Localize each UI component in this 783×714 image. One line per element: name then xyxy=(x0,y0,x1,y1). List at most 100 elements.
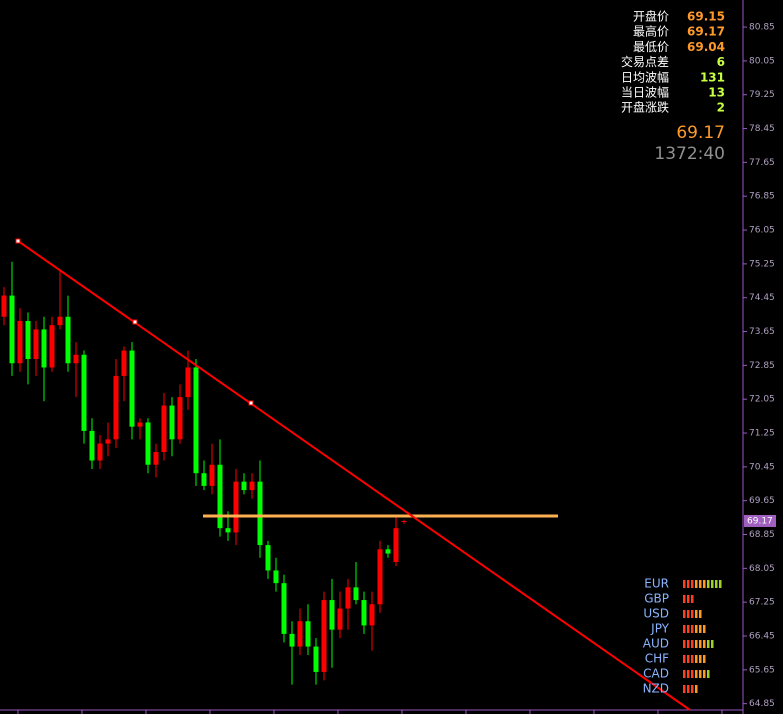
candle-body xyxy=(265,545,271,571)
info-label: 当日波幅 xyxy=(621,85,669,100)
candle-body xyxy=(297,621,303,647)
y-tick-label: 78.45 xyxy=(749,124,775,134)
candle-body xyxy=(281,583,287,634)
candle-body xyxy=(9,295,15,364)
candle-body xyxy=(193,367,199,474)
y-tick-label: 71.25 xyxy=(749,429,775,439)
countdown: 1372:40 xyxy=(654,144,725,164)
strength-bar xyxy=(687,640,690,648)
strength-bar xyxy=(691,625,694,633)
candle-body xyxy=(249,481,255,491)
y-tick-label: 74.45 xyxy=(749,293,775,303)
candle-body xyxy=(345,587,351,609)
y-tick-label: 80.85 xyxy=(749,23,775,33)
y-tick-label: 80.05 xyxy=(749,56,775,66)
x-ticks xyxy=(17,710,723,714)
strength-bar xyxy=(683,655,686,663)
info-label: 最高价 xyxy=(633,24,669,39)
strength-bar xyxy=(687,595,690,603)
strength-bar xyxy=(703,640,706,648)
price-box-label: 69.17 xyxy=(747,516,773,526)
info-value: 69.17 xyxy=(687,25,725,39)
y-tick-label: 76.85 xyxy=(749,192,775,202)
trend-point xyxy=(15,238,21,244)
candle-body xyxy=(89,430,95,461)
trend-point xyxy=(248,400,254,406)
candle-body xyxy=(65,316,71,364)
y-tick-label: 69.65 xyxy=(749,496,775,506)
candle-body xyxy=(393,528,399,562)
strength-bar xyxy=(683,670,686,678)
strength-bar xyxy=(699,670,702,678)
strength-bar xyxy=(683,595,686,603)
y-tick-label: 76.05 xyxy=(749,226,775,236)
strength-bar xyxy=(699,625,702,633)
candle-body xyxy=(233,481,239,533)
strength-bar xyxy=(703,655,706,663)
candle-body xyxy=(41,329,47,368)
y-tick-label: 79.25 xyxy=(749,90,775,100)
candle-body xyxy=(105,439,111,444)
info-value: 6 xyxy=(717,55,725,69)
candle-body xyxy=(81,354,87,431)
candle-body xyxy=(313,646,319,672)
strength-bar xyxy=(699,640,702,648)
y-tick-label: 73.65 xyxy=(749,327,775,337)
info-label: 交易点差 xyxy=(621,54,669,69)
strength-bar xyxy=(707,670,710,678)
candle-body xyxy=(241,481,247,491)
info-value: 69.15 xyxy=(687,10,725,24)
strength-bar xyxy=(695,625,698,633)
candle-body xyxy=(113,375,119,440)
strength-bar xyxy=(719,580,722,588)
strength-bar xyxy=(691,580,694,588)
candle-body xyxy=(329,600,335,630)
price: 69.17 xyxy=(676,123,725,143)
candle-body xyxy=(33,329,39,360)
strength-bar xyxy=(699,610,702,618)
strength-bar xyxy=(683,685,686,693)
price-box xyxy=(744,514,776,527)
candle-body xyxy=(25,320,31,360)
trend-point xyxy=(132,319,138,325)
strength-bar xyxy=(687,580,690,588)
candles xyxy=(1,261,407,685)
candle-body xyxy=(369,604,375,626)
strength-bar xyxy=(695,580,698,588)
candle-body xyxy=(49,325,55,368)
strength-bar xyxy=(699,580,702,588)
strength-bar xyxy=(695,610,698,618)
candle-body xyxy=(169,405,175,440)
strength-bar xyxy=(695,655,698,663)
candle-body xyxy=(161,405,167,453)
candle-body xyxy=(305,621,311,647)
candle-body xyxy=(273,570,279,584)
strength-bar xyxy=(683,610,686,618)
candle-body xyxy=(145,422,151,465)
currency-label: JPY xyxy=(650,622,670,636)
y-tick-label: 64.85 xyxy=(749,699,775,709)
strength-bar xyxy=(687,685,690,693)
candle-body xyxy=(121,350,127,376)
candle-body xyxy=(185,367,191,398)
candle-body xyxy=(353,587,359,601)
strength-bar xyxy=(695,640,698,648)
strength-bar xyxy=(691,685,694,693)
candle-body xyxy=(289,633,295,647)
info-label: 开盘价 xyxy=(633,9,669,24)
strength-bar xyxy=(703,625,706,633)
strength-bar xyxy=(695,685,698,693)
candle-body xyxy=(361,600,367,626)
strength-bar xyxy=(691,655,694,663)
currency-label: AUD xyxy=(643,637,669,651)
candle-body xyxy=(201,473,207,486)
currency-label: USD xyxy=(643,607,669,621)
strength-bar xyxy=(691,670,694,678)
strength-bar xyxy=(703,670,706,678)
y-tick-label: 68.05 xyxy=(749,564,775,574)
info-value: 131 xyxy=(700,70,725,84)
candle-body xyxy=(1,295,7,317)
info-label: 日均波幅 xyxy=(621,69,669,84)
